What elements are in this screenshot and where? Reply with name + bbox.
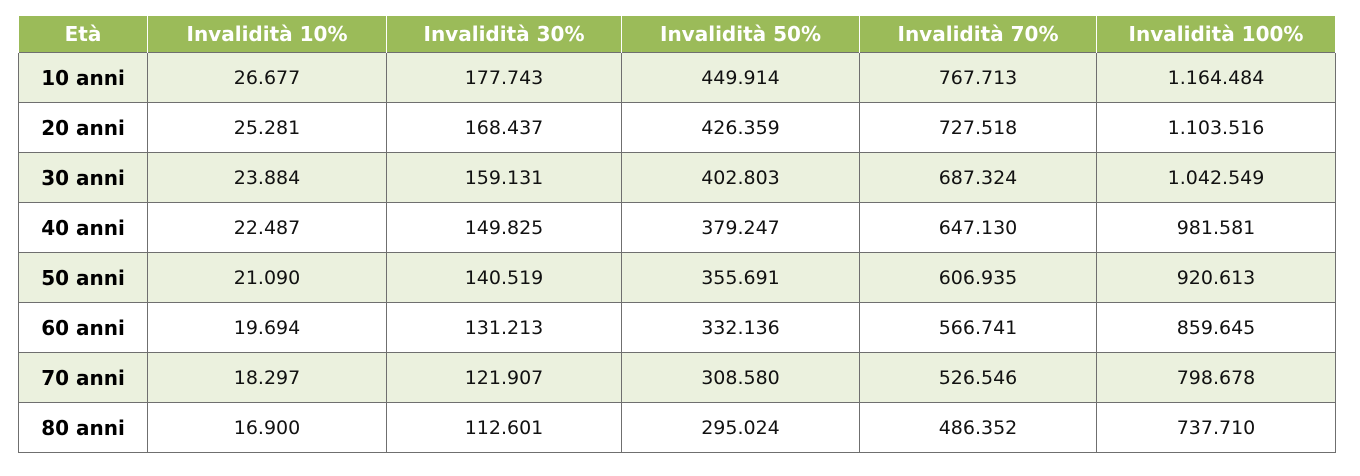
value-cell: 798.678 xyxy=(1096,352,1336,403)
table-row: 60 anni 19.694 131.213 332.136 566.741 8… xyxy=(18,302,1336,353)
value-cell: 308.580 xyxy=(621,352,860,403)
value-cell: 149.825 xyxy=(386,202,622,253)
table-header: Età Invalidità 10% Invalidità 30% Invali… xyxy=(18,16,1336,53)
header-cell-invalidity-100: Invalidità 100% xyxy=(1096,16,1336,53)
age-cell: 10 anni xyxy=(18,52,148,103)
value-cell: 1.103.516 xyxy=(1096,102,1336,153)
invalidity-table: Età Invalidità 10% Invalidità 30% Invali… xyxy=(18,16,1336,453)
value-cell: 25.281 xyxy=(147,102,387,153)
age-cell: 40 anni xyxy=(18,202,148,253)
age-cell: 60 anni xyxy=(18,302,148,353)
table-row: 50 anni 21.090 140.519 355.691 606.935 9… xyxy=(18,252,1336,303)
value-cell: 402.803 xyxy=(621,152,860,203)
age-cell: 30 anni xyxy=(18,152,148,203)
value-cell: 21.090 xyxy=(147,252,387,303)
table-row: 20 anni 25.281 168.437 426.359 727.518 1… xyxy=(18,102,1336,153)
header-cell-invalidity-10: Invalidità 10% xyxy=(147,16,387,53)
value-cell: 140.519 xyxy=(386,252,622,303)
header-cell-invalidity-30: Invalidità 30% xyxy=(386,16,622,53)
value-cell: 1.164.484 xyxy=(1096,52,1336,103)
value-cell: 1.042.549 xyxy=(1096,152,1336,203)
value-cell: 737.710 xyxy=(1096,402,1336,453)
age-cell: 70 anni xyxy=(18,352,148,403)
table-body: 10 anni 26.677 177.743 449.914 767.713 1… xyxy=(18,52,1336,453)
value-cell: 18.297 xyxy=(147,352,387,403)
value-cell: 16.900 xyxy=(147,402,387,453)
table-row: 10 anni 26.677 177.743 449.914 767.713 1… xyxy=(18,52,1336,103)
value-cell: 131.213 xyxy=(386,302,622,353)
value-cell: 566.741 xyxy=(859,302,1097,353)
value-cell: 159.131 xyxy=(386,152,622,203)
table-row: 40 anni 22.487 149.825 379.247 647.130 9… xyxy=(18,202,1336,253)
value-cell: 920.613 xyxy=(1096,252,1336,303)
value-cell: 22.487 xyxy=(147,202,387,253)
value-cell: 727.518 xyxy=(859,102,1097,153)
table-row: 70 anni 18.297 121.907 308.580 526.546 7… xyxy=(18,352,1336,403)
age-cell: 20 anni xyxy=(18,102,148,153)
value-cell: 19.694 xyxy=(147,302,387,353)
header-cell-invalidity-50: Invalidità 50% xyxy=(621,16,860,53)
value-cell: 121.907 xyxy=(386,352,622,403)
value-cell: 606.935 xyxy=(859,252,1097,303)
value-cell: 981.581 xyxy=(1096,202,1336,253)
table-row: 80 anni 16.900 112.601 295.024 486.352 7… xyxy=(18,402,1336,453)
value-cell: 767.713 xyxy=(859,52,1097,103)
age-cell: 50 anni xyxy=(18,252,148,303)
value-cell: 379.247 xyxy=(621,202,860,253)
value-cell: 23.884 xyxy=(147,152,387,203)
value-cell: 355.691 xyxy=(621,252,860,303)
header-cell-age: Età xyxy=(18,16,148,53)
value-cell: 168.437 xyxy=(386,102,622,153)
value-cell: 112.601 xyxy=(386,402,622,453)
table-row: 30 anni 23.884 159.131 402.803 687.324 1… xyxy=(18,152,1336,203)
value-cell: 426.359 xyxy=(621,102,860,153)
value-cell: 859.645 xyxy=(1096,302,1336,353)
header-row: Età Invalidità 10% Invalidità 30% Invali… xyxy=(18,16,1336,53)
value-cell: 295.024 xyxy=(621,402,860,453)
value-cell: 687.324 xyxy=(859,152,1097,203)
value-cell: 486.352 xyxy=(859,402,1097,453)
value-cell: 332.136 xyxy=(621,302,860,353)
value-cell: 526.546 xyxy=(859,352,1097,403)
value-cell: 449.914 xyxy=(621,52,860,103)
table-container: Età Invalidità 10% Invalidità 30% Invali… xyxy=(18,16,1336,453)
age-cell: 80 anni xyxy=(18,402,148,453)
value-cell: 647.130 xyxy=(859,202,1097,253)
header-cell-invalidity-70: Invalidità 70% xyxy=(859,16,1097,53)
value-cell: 26.677 xyxy=(147,52,387,103)
value-cell: 177.743 xyxy=(386,52,622,103)
